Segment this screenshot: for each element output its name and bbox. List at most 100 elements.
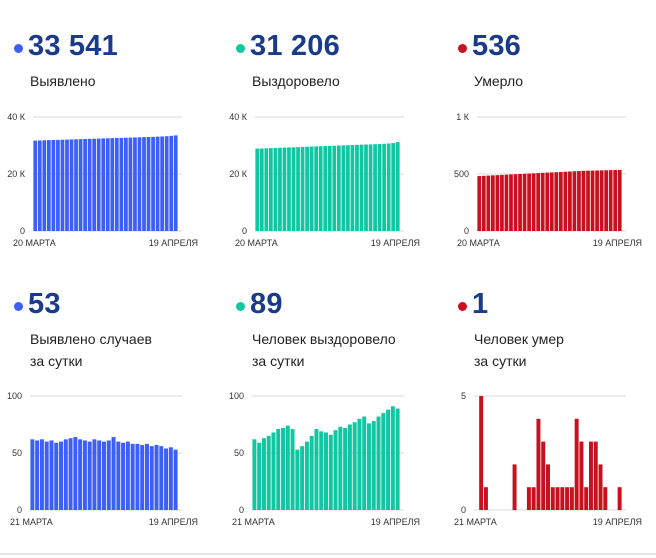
stat-label-line: Человек выздоровело: [252, 331, 396, 347]
bar: [282, 147, 287, 231]
bar: [324, 432, 328, 510]
bar: [252, 439, 257, 510]
bar: [151, 136, 155, 231]
bar-chart: 0 50 100 21 МАРТА 19 АПРЕЛЯ: [7, 391, 198, 527]
bar: [617, 169, 622, 231]
bar: [78, 139, 83, 231]
bar: [268, 148, 273, 231]
bar: [395, 408, 400, 510]
bar: [273, 147, 278, 231]
bar: [160, 136, 165, 231]
stat-label: Выявлено случаев за сутки: [30, 328, 152, 372]
bar: [364, 144, 368, 231]
bar: [565, 487, 570, 510]
y-tick-label: 0: [239, 505, 244, 515]
bar: [390, 406, 395, 510]
bar: [545, 172, 550, 231]
bar: [44, 441, 49, 510]
stat-value-row: 33 541: [14, 30, 118, 63]
bar: [572, 171, 577, 231]
bar: [37, 140, 42, 231]
stat-value: 33 541: [28, 30, 118, 62]
bar: [509, 174, 513, 231]
bar: [309, 146, 314, 231]
panel-recovered: 31 206 Выздоровело 0 20 К 40 К 20 МАРТА 19 АПР…: [222, 30, 432, 300]
bar: [133, 137, 137, 231]
bar: [39, 439, 44, 510]
bar: [168, 447, 173, 510]
bar: [51, 140, 56, 231]
bar: [101, 138, 106, 231]
bar: [569, 487, 574, 510]
bar: [362, 416, 367, 510]
y-tick-label: 40 К: [7, 112, 26, 122]
bar: [49, 440, 54, 510]
bar: [69, 139, 74, 231]
bar: [318, 146, 323, 231]
panel-deaths: 536 Умерло 0 500 1 К 20 МАРТА 19 АПРЕЛЯ: [444, 30, 654, 300]
stat-value-row: 89: [236, 288, 283, 321]
y-tick-label: 0: [242, 226, 247, 236]
bar: [59, 441, 64, 510]
legend-dot-icon: [14, 43, 23, 53]
bar: [323, 146, 328, 231]
y-tick-label: 50: [234, 448, 244, 458]
bar: [78, 439, 83, 510]
bar: [599, 170, 604, 231]
bar: [255, 148, 260, 231]
bar: [563, 171, 568, 231]
bar: [83, 139, 87, 231]
legend-dot-icon: [458, 301, 467, 311]
stat-label-line: Выявлено: [30, 73, 96, 89]
bar-chart: 0 5 21 МАРТА 19 АПРЕЛЯ: [454, 391, 642, 527]
legend-dot-icon: [236, 301, 245, 311]
stat-value-row: 31 206: [236, 30, 340, 63]
stat-value: 1: [472, 288, 489, 320]
bar: [110, 138, 115, 231]
bar: [264, 148, 269, 231]
x-end-label: 19 АПРЕЛЯ: [593, 517, 642, 527]
bar: [116, 441, 121, 510]
bar: [584, 487, 589, 510]
bar: [65, 139, 69, 231]
bar: [579, 441, 584, 510]
bar: [355, 144, 359, 231]
bar: [169, 135, 174, 231]
bar: [159, 446, 164, 510]
bar: [285, 425, 290, 510]
bar: [119, 137, 124, 231]
bar: [314, 429, 319, 510]
y-tick-label: 0: [17, 505, 22, 515]
bar: [512, 464, 517, 510]
bar: [125, 441, 130, 510]
bar: [495, 175, 500, 231]
y-tick-label: 100: [7, 391, 22, 401]
bar: [74, 139, 78, 231]
bar: [96, 138, 101, 231]
bar: [613, 170, 618, 231]
bar: [111, 437, 116, 510]
y-tick-label: 1 К: [456, 112, 470, 122]
y-tick-label: 20 К: [229, 169, 248, 179]
bar: [490, 175, 495, 231]
bar: [574, 418, 579, 510]
bar: [350, 145, 355, 231]
x-start-label: 20 МАРТА: [235, 238, 278, 248]
bar-chart: 0 20 К 40 К 20 МАРТА 19 АПРЕЛЯ: [7, 112, 198, 248]
bar: [56, 139, 60, 231]
bar: [604, 170, 609, 231]
bar: [278, 147, 282, 231]
bar: [359, 144, 364, 231]
bar: [593, 441, 598, 510]
bar: [33, 140, 38, 231]
stat-label-line: Выявлено случаев: [30, 331, 152, 347]
bar: [276, 429, 281, 510]
bar: [603, 487, 608, 510]
bar: [327, 145, 332, 231]
bar: [314, 146, 319, 231]
panel-daily-cases: 53 Выявлено случаев за сутки 0 50 100 21 МАРТА…: [0, 288, 210, 558]
stat-value: 536: [472, 30, 521, 62]
bar: [173, 135, 178, 231]
bar: [386, 143, 391, 231]
bar: [305, 146, 309, 231]
